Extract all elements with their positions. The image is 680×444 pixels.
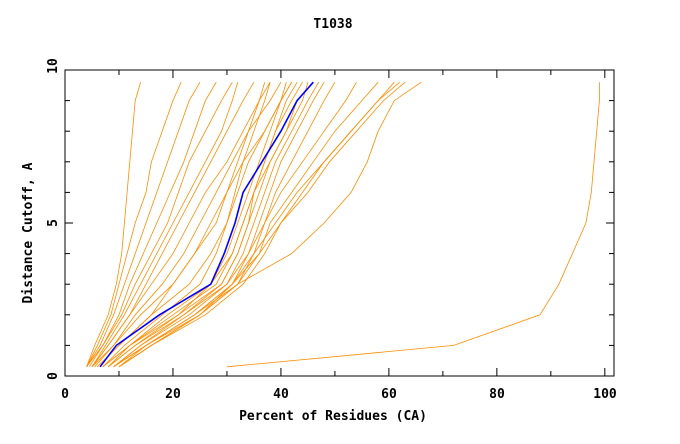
model-line — [91, 82, 266, 368]
model-line — [86, 81, 201, 368]
series-group — [86, 81, 600, 368]
x-tick-label: 100 — [593, 387, 617, 402]
x-axis-label: Percent of Residues (CA) — [239, 409, 427, 424]
ticks — [64, 69, 614, 377]
model-line — [91, 82, 239, 368]
model-line — [91, 81, 271, 368]
model-line — [86, 81, 217, 368]
model-line — [118, 81, 336, 368]
x-tick-label: 80 — [489, 387, 505, 402]
model-line — [86, 82, 182, 367]
y-tick-label: 5 — [46, 219, 61, 227]
model-line — [118, 81, 400, 368]
model-line — [107, 81, 303, 368]
x-tick-label: 40 — [273, 387, 289, 402]
model-line — [226, 82, 600, 368]
x-tick-label: 60 — [381, 387, 397, 402]
model-line — [88, 81, 233, 368]
model-line — [113, 81, 406, 368]
model-line — [94, 81, 282, 368]
highlight-line — [99, 81, 314, 368]
model-line — [86, 82, 141, 367]
model-line — [113, 81, 357, 368]
model-line — [102, 81, 314, 368]
model-line — [97, 81, 293, 368]
model-line — [113, 81, 325, 368]
y-tick-label: 10 — [46, 58, 61, 74]
model-line — [107, 81, 298, 368]
model-line — [113, 81, 320, 368]
model-line — [102, 82, 287, 368]
x-tick-label: 20 — [165, 387, 181, 402]
plot-frame — [64, 69, 615, 377]
model-line — [113, 81, 422, 368]
y-tick-label: 0 — [46, 372, 61, 380]
model-line — [97, 82, 271, 368]
chart-title: T1038 — [313, 17, 352, 32]
y-axis-label: Distance Cutoff, A — [21, 162, 36, 303]
x-tick-label: 0 — [61, 387, 69, 402]
model-line — [118, 81, 379, 368]
